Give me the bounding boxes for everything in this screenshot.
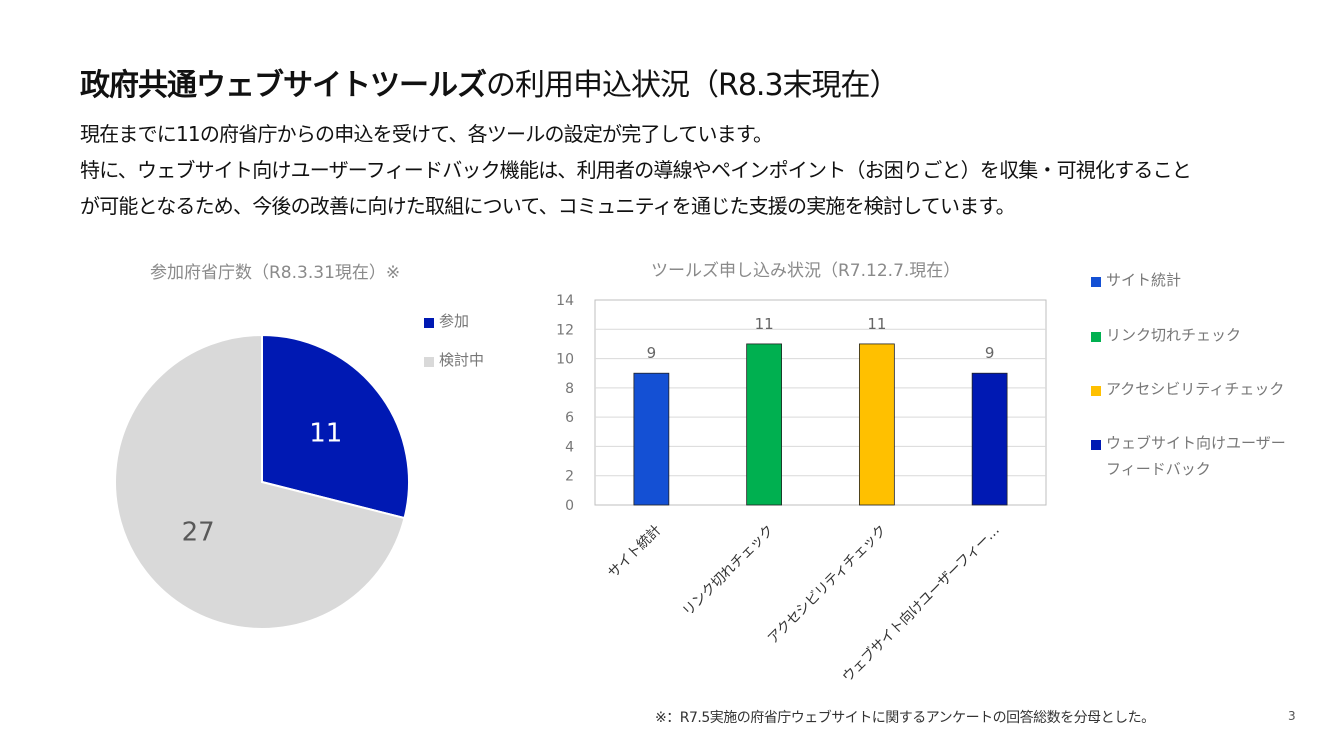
bar-legend-label-site-stats: サイト統計 [1106,271,1182,289]
bar-legend-item-accessibility: アクセシビリティチェック [1091,380,1284,402]
body-line-2: 特に、ウェブサイト向けユーザーフィードバック機能は、利用者の導線やペインポイント… [80,158,1192,182]
body-line-3: が可能となるため、今後の改善に向けた取組について、コミュニティを通じた支援の実施… [80,194,1016,218]
bar-data-label-2: 11 [867,315,886,333]
bar-chart-title: ツールズ申し込み状況（R7.12.7.現在） [651,261,961,281]
pie-legend-label-sanka: 参加 [439,312,470,330]
bar-legend-item-link-check: リンク切れチェック [1091,326,1241,348]
page-number: 3 [1288,709,1296,723]
bar-data-label-3: 9 [985,344,995,362]
slide-body: 現在までに11の府省庁からの申込を受けて、各ツールの設定が完了しています。 特に… [80,116,1280,224]
bar-y-tick-5: 10 [556,352,574,368]
pie-data-label-1: 27 [182,518,215,548]
bar-y-tick-7: 14 [556,293,574,309]
footnote: ※：R7.5実施の府省庁ウェブサイトに関するアンケートの回答総数を分母とした。 [655,710,1155,726]
pie-chart: 11 27 [114,333,410,630]
pie-legend-item-kentou: 検討中 [424,351,484,373]
bar-legend-label-link-check: リンク切れチェック [1106,326,1242,344]
bar-data-label-0: 9 [647,344,657,362]
pie-legend-item-sanka: 参加 [424,312,469,334]
bar-category-label-2: アクセシビリティチェック [765,523,890,648]
bar-legend-swatch-feedback [1091,440,1101,450]
bar-y-tick-0: 0 [565,498,574,514]
bar-2 [858,343,895,506]
bar-legend-swatch-accessibility [1091,386,1101,396]
bar-3 [971,372,1008,506]
slide-title-rest: の利用申込状況（R8.3末現在） [486,68,900,103]
bar-legend-item-feedback: ウェブサイト向けユーザー フィードバック [1091,434,1286,482]
pie-slice-0 [261,333,410,520]
pie-data-label-0: 11 [309,418,342,448]
bar-legend-label-feedback-line2: フィードバック [1106,460,1211,478]
bar-chart: 0 2 4 6 8 10 12 14 9 サイト統計 11 リンク切れチェック 11 アクセシビリティチェ… [556,293,1047,686]
bar-y-tick-2: 4 [565,439,574,455]
body-line-1: 現在までに11の府省庁からの申込を受けて、各ツールの設定が完了しています。 [80,122,773,146]
bar-legend-item-site-stats: サイト統計 [1091,271,1181,293]
bar-legend-label-feedback-line1: ウェブサイト向けユーザー [1106,434,1286,452]
slide-title-bold: 政府共通ウェブサイトツールズ [80,68,487,103]
bar-legend-label-accessibility: アクセシビリティチェック [1106,380,1285,398]
bar-y-tick-4: 8 [565,381,574,397]
pie-legend-swatch-kentou [424,357,434,367]
slide-title: 政府共通ウェブサイトツールズの利用申込状況（R8.3末現在） [80,60,900,104]
bar-legend-swatch-link-check [1091,332,1101,342]
pie-chart-title: 参加府省庁数（R8.3.31現在）※ [150,263,401,283]
bar-y-tick-3: 6 [565,410,574,426]
bar-data-label-1: 11 [755,315,774,333]
bar-1 [746,343,783,506]
bar-y-tick-6: 12 [556,322,574,338]
pie-slice-1 [114,333,406,630]
bar-category-label-0: サイト統計 [605,522,664,581]
bar-y-tick-1: 2 [565,469,574,485]
pie-legend-swatch-sanka [424,318,434,328]
bar-plot-area [594,299,1047,506]
bar-legend-swatch-site-stats [1091,277,1101,287]
pie-legend-label-kentou: 検討中 [439,351,485,369]
bar-0 [633,372,670,506]
bar-legend-label-feedback: ウェブサイト向けユーザー フィードバック [1106,430,1286,482]
bar-category-label-1: リンク切れチェック [680,523,777,620]
